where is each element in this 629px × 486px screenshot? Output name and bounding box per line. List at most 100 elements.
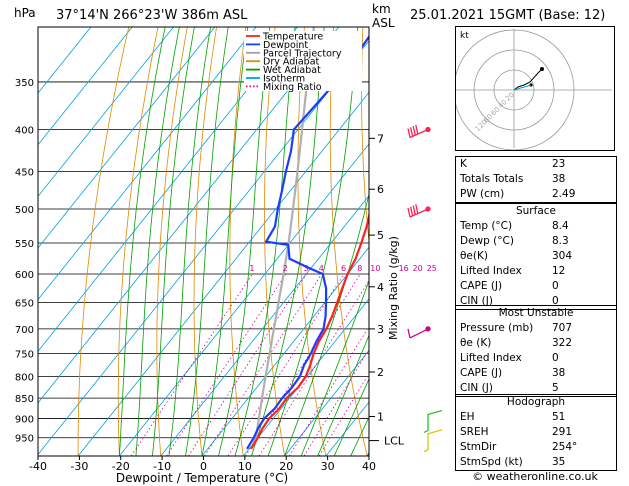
mixing-ratio-line xyxy=(188,273,307,456)
pressure-tick-label: 650 xyxy=(15,299,34,310)
index-row: Dewp (°C) 8.3 xyxy=(456,234,616,249)
mixing-ratio-label: 25 xyxy=(427,264,437,273)
wind-barb xyxy=(423,429,443,453)
x-tick-label: 30 xyxy=(321,460,335,473)
wind-barb-staff xyxy=(409,128,429,139)
wet-adiabat xyxy=(218,27,271,456)
index-value: 5 xyxy=(552,382,559,394)
isotherm-line xyxy=(284,349,369,456)
km-tick-label: 6 xyxy=(377,183,384,196)
index-label: CIN (J) xyxy=(460,295,493,307)
wind-barb-feather xyxy=(407,328,411,339)
wet-adiabat xyxy=(317,334,369,456)
dry-adiabat xyxy=(329,27,368,456)
hpa-unit-label: hPa xyxy=(14,6,36,20)
dry-adiabat xyxy=(193,27,217,456)
legend-label: Parcel Trajectory xyxy=(263,48,342,59)
mixing-ratio-label: 16 xyxy=(399,264,409,273)
wet-adiabat xyxy=(234,27,296,456)
isotherm-line xyxy=(38,27,92,94)
index-row: EH 51 xyxy=(456,410,616,425)
wind-barb-feather xyxy=(409,127,414,137)
index-label: K xyxy=(460,158,467,170)
isotherm-line xyxy=(38,27,216,249)
hodograph-params-panel: Hodograph EH 51 SREH 291 StmDir 254° StmSpd (kt… xyxy=(455,394,617,471)
index-row: Totals Totals 38 xyxy=(456,172,616,187)
km-tick-label: 3 xyxy=(377,323,384,336)
pressure-tick-label: 700 xyxy=(15,325,34,336)
km-tick-label: 5 xyxy=(377,229,384,242)
legend-background xyxy=(244,31,362,91)
wind-barb-feather xyxy=(412,205,416,215)
wet-adiabat xyxy=(201,27,249,456)
index-row: SREH 291 xyxy=(456,425,616,440)
dewpoint-line xyxy=(246,34,369,450)
wind-barb-dot xyxy=(425,206,431,212)
mixing-ratio-line xyxy=(204,273,323,456)
mixing-ratio-label: 4 xyxy=(319,264,324,273)
legend-label: Dry Adiabat xyxy=(263,57,320,68)
dry-adiabat xyxy=(156,27,188,456)
index-value: 322 xyxy=(552,337,573,349)
km-tick-label: 7 xyxy=(377,132,384,145)
index-row: StmSpd (kt) 35 xyxy=(456,455,616,470)
pressure-tick-label: 800 xyxy=(15,372,34,383)
mixing-ratio-label: 10 xyxy=(370,264,380,273)
index-label: Totals Totals xyxy=(460,173,524,185)
mixing-ratio-label: 1 xyxy=(249,264,254,273)
index-value: 291 xyxy=(552,426,573,438)
hodograph-ring-label: 40 xyxy=(497,98,509,110)
mixing-ratio-label: 6 xyxy=(341,264,346,273)
index-row: θe (K) 322 xyxy=(456,336,616,351)
mixing-ratio-line xyxy=(130,273,253,456)
wind-barb-feather xyxy=(409,206,414,216)
wind-barb-feather xyxy=(407,128,411,138)
wet-adiabat xyxy=(333,377,369,456)
index-row: CIN (J) 5 xyxy=(456,381,616,396)
wet-adiabat xyxy=(267,27,359,456)
index-row: Lifted Index 12 xyxy=(456,264,616,279)
datetime-title: 25.01.2021 15GMT (Base: 12) xyxy=(410,8,606,23)
mixing-ratio-label: 8 xyxy=(357,264,362,273)
index-label: StmSpd (kt) xyxy=(460,456,523,468)
km-unit-label: km xyxy=(372,2,391,16)
temperature-line xyxy=(250,211,369,450)
legend-label: Isotherm xyxy=(263,74,305,85)
wet-adiabat xyxy=(152,27,195,456)
index-value: 51 xyxy=(552,411,566,423)
index-value: 2.49 xyxy=(552,188,576,200)
index-value: 12 xyxy=(552,265,566,277)
wet-adiabat xyxy=(168,27,211,456)
mixing-ratio-label: 3 xyxy=(304,264,309,273)
index-label: CAPE (J) xyxy=(460,280,503,292)
wind-barb-feather xyxy=(415,204,419,214)
isotherm-line xyxy=(38,27,298,352)
dry-adiabat xyxy=(361,27,369,246)
index-value: 0 xyxy=(552,352,559,364)
km-tick-label: 4 xyxy=(377,281,384,294)
index-label: Temp (°C) xyxy=(460,220,513,232)
panel-title: Hodograph xyxy=(506,396,566,408)
index-row: CAPE (J) 38 xyxy=(456,366,616,381)
pressure-tick-label: 600 xyxy=(15,270,34,281)
x-tick-label: 40 xyxy=(362,460,376,473)
asl-unit-label: ASL xyxy=(372,16,395,30)
km-tick-label: 2 xyxy=(377,366,384,379)
storm-motion-vector xyxy=(513,84,532,91)
indices-panel: K 23 Totals Totals 38 PW (cm) 2.49 xyxy=(455,156,617,203)
wind-barb xyxy=(407,204,431,218)
pressure-tick-label: 500 xyxy=(15,205,34,216)
index-value: 8.4 xyxy=(552,220,569,232)
pressure-tick-label: 350 xyxy=(15,78,34,89)
index-row: CAPE (J) 0 xyxy=(456,279,616,294)
index-row: Lifted Index 0 xyxy=(456,351,616,366)
wind-barb-staff xyxy=(423,429,443,453)
wet-adiabat xyxy=(135,27,180,456)
index-row: Temp (°C) 8.4 xyxy=(456,219,616,234)
index-label: CIN (J) xyxy=(460,382,493,394)
x-tick-label: -30 xyxy=(70,460,88,473)
pressure-tick-label: 400 xyxy=(15,126,34,137)
hodograph-ring-label: 80 xyxy=(482,113,494,125)
isotherm-line xyxy=(160,194,369,456)
